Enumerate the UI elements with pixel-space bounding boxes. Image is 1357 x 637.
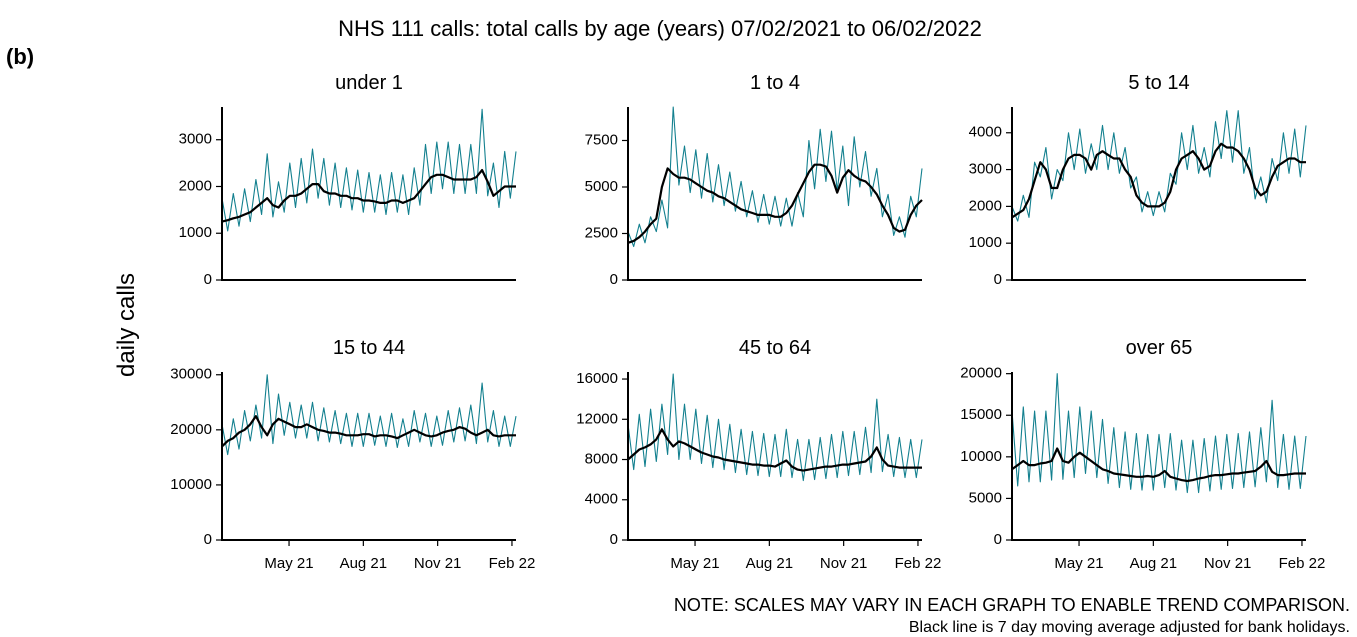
x-tick-label: Nov 21 [414,555,462,572]
y-tick-label: 20000 [960,365,1002,382]
y-tick-label: 2000 [969,197,1002,214]
series-line [221,415,516,448]
series-line [221,169,516,223]
series-line [1011,110,1307,222]
y-tick-label: 8000 [585,450,618,467]
y-tick-label: 15000 [960,406,1002,423]
x-tick-label: Nov 21 [820,555,868,572]
y-tick-label: 2500 [585,224,618,241]
x-tick-label: Feb 22 [489,555,536,572]
x-tick-label: Feb 22 [895,555,942,572]
series-line [221,108,517,232]
y-tick-label: 2000 [179,177,212,194]
series-line [1011,373,1307,494]
x-tick-label: May 21 [1054,555,1103,572]
y-tick-label: 0 [610,271,618,288]
x-tick-label: Nov 21 [1204,555,1252,572]
x-tick-label: Aug 21 [340,555,388,572]
y-tick-label: 30000 [170,366,212,383]
y-tick-label: 3000 [179,131,212,148]
y-tick-label: 0 [994,271,1002,288]
series-line [1011,142,1306,219]
y-axis-label: daily calls [113,273,140,377]
y-tick-label: 4000 [969,124,1002,141]
panel-title: 1 to 4 [750,72,800,94]
panel-label: (b) [6,44,34,69]
x-tick-label: May 21 [670,555,719,572]
y-tick-label: 3000 [969,161,1002,178]
series-line [627,163,923,244]
panel-title: 5 to 14 [1128,72,1189,94]
note: Black line is 7 day moving average adjus… [909,619,1350,636]
y-tick-label: 0 [204,531,212,548]
chart-title: NHS 111 calls: total calls by age (years… [338,16,982,41]
y-tick-label: 10000 [960,448,1002,465]
note: NOTE: SCALES MAY VARY IN EACH GRAPH TO E… [674,595,1350,615]
y-tick-label: 0 [994,531,1002,548]
series-line [627,373,923,482]
x-tick-label: Aug 21 [1130,555,1178,572]
series-line [221,374,517,456]
y-tick-label: 16000 [576,370,618,387]
panel-title: under 1 [335,72,403,94]
y-tick-label: 0 [204,271,212,288]
y-tick-label: 1000 [969,234,1002,251]
y-tick-label: 0 [610,531,618,548]
panel-title: over 65 [1126,337,1193,359]
y-tick-label: 10000 [170,476,212,493]
series-line [1011,447,1306,483]
y-tick-label: 1000 [179,224,212,241]
y-tick-label: 20000 [170,421,212,438]
series-line [627,428,922,472]
series-line [627,106,923,248]
x-tick-label: Feb 22 [1279,555,1326,572]
y-tick-label: 4000 [585,491,618,508]
panel-title: 15 to 44 [333,337,405,359]
y-tick-label: 7500 [585,131,618,148]
x-tick-label: May 21 [264,555,313,572]
x-tick-label: Aug 21 [746,555,794,572]
y-tick-label: 5000 [585,178,618,195]
y-tick-label: 12000 [576,410,618,427]
y-tick-label: 5000 [969,489,1002,506]
panel-title: 45 to 64 [739,337,811,359]
